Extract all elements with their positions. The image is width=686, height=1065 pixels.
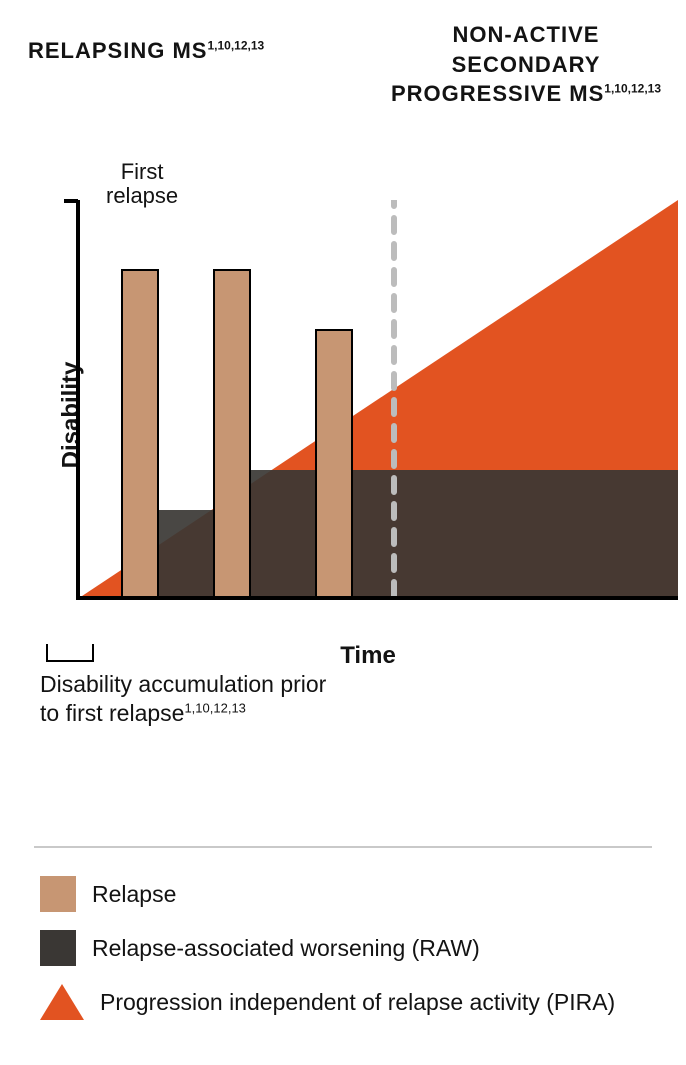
accumulation-callout: Disability accumulation prior to first r… (40, 670, 340, 728)
header-relapsing: RELAPSING MS1,10,12,13 (28, 38, 264, 64)
legend-swatch-relapse (40, 876, 76, 912)
section-divider (34, 846, 652, 848)
legend-swatch-pira (40, 984, 84, 1020)
plot-area: Firstrelapse (76, 200, 678, 600)
figure-root: { "headers": { "left": { "text": "RELAPS… (0, 0, 686, 1065)
legend: Relapse Relapse-associated worsening (RA… (40, 876, 656, 1038)
legend-label-relapse: Relapse (92, 880, 656, 909)
header-nonactive: NON-ACTIVE SECONDARY PROGRESSIVE MS1,10,… (366, 20, 686, 109)
accumulation-text: Disability accumulation prior to first r… (40, 671, 326, 726)
header-nonactive-l2: SECONDARY (452, 52, 601, 77)
phase-headers: RELAPSING MS1,10,12,13 NON-ACTIVE SECOND… (0, 20, 686, 140)
chart: Disability Time Firstrelapse (58, 200, 678, 630)
legend-row-relapse: Relapse (40, 876, 656, 912)
header-nonactive-l1: NON-ACTIVE (453, 22, 600, 47)
header-relapsing-refs: 1,10,12,13 (207, 39, 264, 53)
first-relapse-label: Firstrelapse (106, 160, 178, 208)
accumulation-refs: 1,10,12,13 (184, 700, 245, 715)
legend-row-raw: Relapse-associated worsening (RAW) (40, 930, 656, 966)
y-axis-line (76, 200, 80, 600)
axes (76, 200, 678, 600)
legend-swatch-raw (40, 930, 76, 966)
y-axis-top-tick (64, 199, 78, 203)
header-relapsing-text: RELAPSING MS (28, 38, 207, 63)
header-nonactive-l3: PROGRESSIVE MS (391, 81, 604, 106)
legend-label-raw: Relapse-associated worsening (RAW) (92, 934, 656, 963)
x-axis-line (76, 596, 678, 600)
accumulation-bracket (46, 644, 94, 662)
x-axis-label: Time (58, 642, 678, 670)
header-nonactive-refs: 1,10,12,13 (604, 82, 661, 96)
legend-label-pira: Progression independent of relapse activ… (100, 988, 656, 1017)
legend-row-pira: Progression independent of relapse activ… (40, 984, 656, 1020)
